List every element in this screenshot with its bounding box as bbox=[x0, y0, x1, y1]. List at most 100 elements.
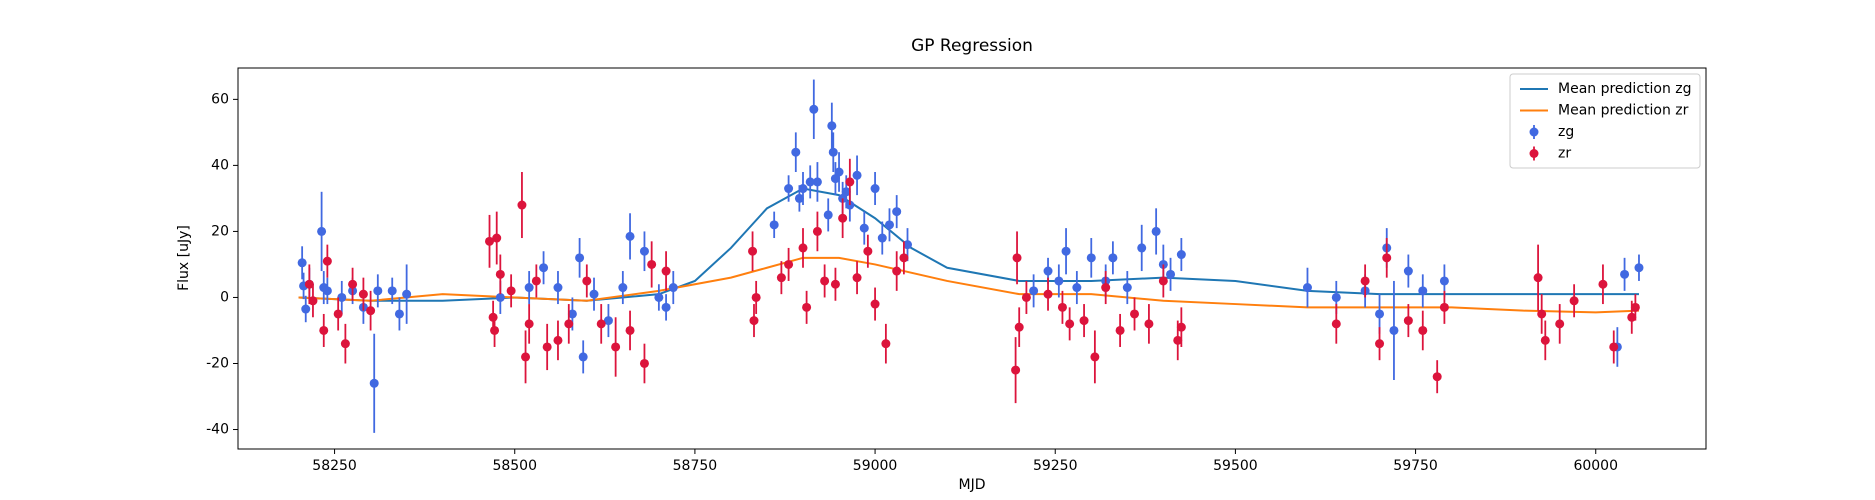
point bbox=[1086, 253, 1096, 263]
point bbox=[1115, 325, 1125, 335]
point bbox=[798, 243, 808, 253]
point bbox=[322, 286, 332, 296]
point bbox=[784, 259, 794, 269]
point bbox=[394, 309, 404, 319]
y-axis-label: Flux [uJy] bbox=[176, 225, 192, 291]
point bbox=[625, 325, 635, 335]
point bbox=[877, 233, 887, 243]
point bbox=[805, 177, 815, 187]
x-tick-label: 59000 bbox=[853, 458, 898, 474]
point bbox=[654, 292, 664, 302]
point bbox=[845, 177, 855, 187]
point bbox=[639, 246, 649, 256]
point bbox=[1331, 292, 1341, 302]
point bbox=[521, 352, 531, 362]
point bbox=[485, 236, 495, 246]
point bbox=[1609, 342, 1619, 352]
legend-swatch bbox=[1529, 149, 1539, 158]
point bbox=[578, 352, 588, 362]
point bbox=[834, 167, 844, 177]
point bbox=[870, 184, 880, 194]
point bbox=[827, 121, 837, 131]
point bbox=[1627, 312, 1637, 322]
point bbox=[802, 302, 812, 312]
point bbox=[1537, 309, 1547, 319]
point bbox=[567, 309, 577, 319]
legend-label: Mean prediction zr bbox=[1558, 103, 1689, 119]
point bbox=[1021, 292, 1031, 302]
point bbox=[1057, 302, 1067, 312]
legend-box bbox=[1509, 73, 1701, 169]
point bbox=[1569, 296, 1579, 306]
x-tick-label: 59250 bbox=[1033, 458, 1078, 474]
point bbox=[1382, 253, 1392, 263]
point bbox=[903, 240, 913, 250]
point bbox=[1389, 325, 1399, 335]
point bbox=[820, 276, 830, 286]
point bbox=[495, 292, 505, 302]
point bbox=[495, 269, 505, 279]
point bbox=[749, 316, 759, 326]
point bbox=[1130, 309, 1140, 319]
point bbox=[524, 283, 534, 293]
point bbox=[1173, 335, 1183, 345]
point bbox=[884, 220, 894, 230]
chart-title: GP Regression bbox=[911, 36, 1033, 56]
point bbox=[373, 286, 383, 296]
point bbox=[823, 210, 833, 220]
point bbox=[812, 177, 822, 187]
point bbox=[1620, 269, 1630, 279]
point bbox=[1137, 243, 1147, 253]
y-tick-label: 0 bbox=[220, 289, 229, 305]
y-tick-label: 20 bbox=[211, 223, 229, 239]
point bbox=[517, 200, 527, 210]
legend-label: Mean prediction zg bbox=[1558, 81, 1692, 97]
point bbox=[661, 302, 671, 312]
point bbox=[319, 325, 329, 335]
point bbox=[553, 283, 563, 293]
x-axis-label: MJD bbox=[959, 477, 986, 493]
point bbox=[892, 266, 902, 276]
point bbox=[589, 289, 599, 299]
point bbox=[1598, 279, 1608, 289]
y-tick-label: 60 bbox=[211, 91, 229, 107]
point bbox=[791, 147, 801, 157]
point bbox=[751, 292, 761, 302]
point bbox=[611, 342, 621, 352]
point bbox=[348, 279, 358, 289]
point bbox=[340, 339, 350, 349]
y-tick-label: -40 bbox=[206, 422, 229, 438]
point bbox=[1403, 266, 1413, 276]
point bbox=[1418, 286, 1428, 296]
point bbox=[809, 104, 819, 114]
point bbox=[1065, 319, 1075, 329]
point bbox=[337, 292, 347, 302]
y-tick-label: 40 bbox=[211, 157, 229, 173]
point bbox=[769, 220, 779, 230]
point bbox=[830, 279, 840, 289]
point bbox=[812, 226, 822, 236]
point bbox=[1634, 263, 1644, 273]
x-tick-label: 59750 bbox=[1393, 458, 1438, 474]
point bbox=[575, 253, 585, 263]
point bbox=[892, 207, 902, 217]
point bbox=[647, 259, 657, 269]
point bbox=[366, 306, 376, 316]
point bbox=[1101, 283, 1111, 293]
point bbox=[564, 319, 574, 329]
point bbox=[1432, 372, 1442, 382]
point bbox=[625, 231, 635, 241]
point bbox=[1439, 276, 1449, 286]
point bbox=[1029, 286, 1039, 296]
point bbox=[1630, 302, 1640, 312]
point bbox=[852, 170, 862, 180]
point bbox=[1090, 352, 1100, 362]
point bbox=[668, 283, 678, 293]
point bbox=[1176, 250, 1186, 260]
point bbox=[748, 246, 758, 256]
point bbox=[899, 253, 909, 263]
point bbox=[1014, 322, 1024, 332]
point bbox=[603, 316, 613, 326]
point bbox=[1166, 269, 1176, 279]
point bbox=[794, 193, 804, 203]
